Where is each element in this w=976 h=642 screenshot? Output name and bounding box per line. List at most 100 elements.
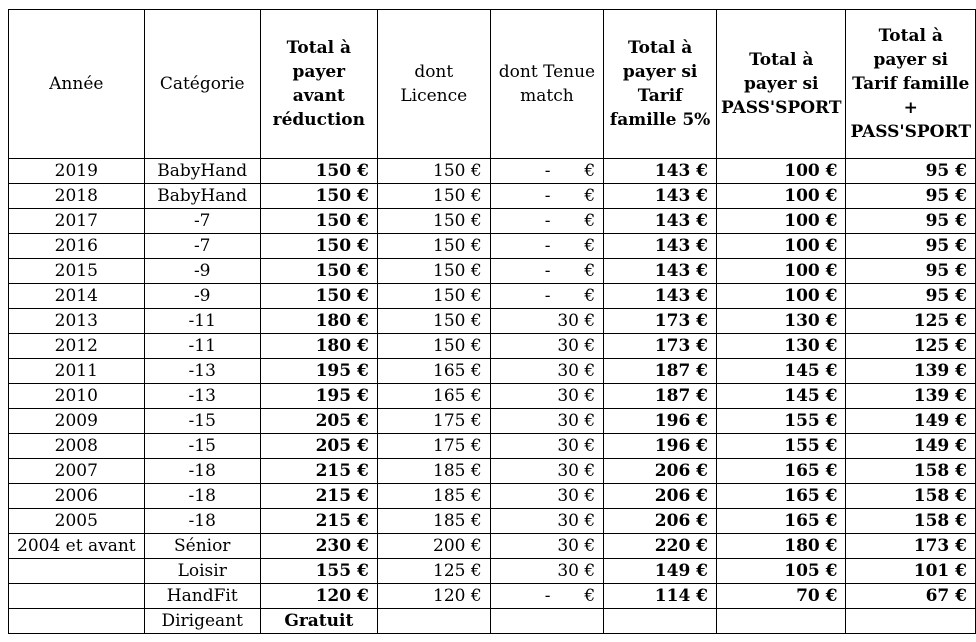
empty-dash: - [544, 236, 551, 256]
cell-dont-tenue-match: 30 € [489, 308, 605, 334]
cell-dont-licence: 185 € [376, 483, 491, 509]
cell-total-pass-sport: 130 € [716, 333, 847, 359]
header-dont-tenue-match: dont Tenue match [489, 9, 605, 159]
cell-dont-tenue-match: - € [489, 158, 605, 184]
table-row: 2013 -11 180 €150 €30 €173 €130 €125 € [8, 308, 976, 334]
cell-annee: 2008 [8, 433, 145, 459]
cell-categorie: -7 [143, 233, 261, 259]
cell-dont-licence: 175 € [376, 408, 491, 434]
cell-dont-licence: 150 € [376, 258, 491, 284]
cell-total-tarif-famille: 187 € [603, 358, 718, 384]
cell-dont-licence: 150 € [376, 158, 491, 184]
table-row: 2019 BabyHand 150 €150 € - €143 €100 €95 € [8, 158, 976, 184]
tarif-table: Année Catégorie Total à payer avant rédu… [8, 9, 976, 634]
cell-total-avant-reduction: 215 € [259, 483, 378, 509]
empty-dash: - [544, 586, 551, 606]
header-total-tarif-famille: Total à payer si Tarif famille 5% [603, 9, 718, 159]
table-row: 2015 -9 150 €150 € - €143 €100 €95 € [8, 258, 976, 284]
header-dont-licence: dont Licence [376, 9, 491, 159]
cell-categorie: Sénior [143, 533, 261, 559]
cell-annee: 2013 [8, 308, 145, 334]
cell-annee: 2010 [8, 383, 145, 409]
cell-total-pass-sport: 180 € [716, 533, 847, 559]
cell-dont-tenue-match: - € [489, 183, 605, 209]
cell-total-pass-sport [716, 608, 847, 634]
empty-dash: - [544, 161, 551, 181]
cell-annee [8, 583, 145, 609]
table-row: 2004 et avant Sénior 230 €200 €30 €220 €18… [8, 533, 976, 559]
header-total-famille-pass-sport: Total à payer si Tarif famille + PASS'SP… [845, 9, 976, 159]
cell-dont-licence [376, 608, 491, 634]
cell-dont-tenue-match [489, 608, 605, 634]
euro-sign: € [584, 161, 596, 181]
cell-annee [8, 608, 145, 634]
cell-total-tarif-famille: 149 € [603, 558, 718, 584]
empty-dash: - [544, 261, 551, 281]
header-row: Année Catégorie Total à payer avant rédu… [8, 9, 976, 159]
cell-total-pass-sport: 130 € [716, 308, 847, 334]
cell-dont-licence: 120 € [376, 583, 491, 609]
cell-total-pass-sport: 100 € [716, 208, 847, 234]
cell-total-avant-reduction: 150 € [259, 283, 378, 309]
cell-annee: 2009 [8, 408, 145, 434]
header-total-avant-reduction: Total à payer avant réduction [259, 9, 378, 159]
cell-categorie: -18 [143, 508, 261, 534]
cell-categorie: Dirigeant [143, 608, 261, 634]
cell-annee: 2012 [8, 333, 145, 359]
cell-dont-tenue-match: - € [489, 208, 605, 234]
cell-dont-tenue-match: 30 € [489, 458, 605, 484]
cell-categorie: BabyHand [143, 158, 261, 184]
cell-total-famille-pass-sport: 95 € [845, 183, 976, 209]
cell-total-famille-pass-sport: 149 € [845, 433, 976, 459]
cell-total-pass-sport: 155 € [716, 408, 847, 434]
cell-total-famille-pass-sport: 158 € [845, 483, 976, 509]
cell-categorie: -13 [143, 358, 261, 384]
cell-total-famille-pass-sport: 125 € [845, 333, 976, 359]
table-row: 2014 -9 150 €150 € - €143 €100 €95 € [8, 283, 976, 309]
cell-total-pass-sport: 165 € [716, 483, 847, 509]
euro-sign: € [584, 186, 596, 206]
cell-total-famille-pass-sport: 173 € [845, 533, 976, 559]
cell-total-tarif-famille: 206 € [603, 483, 718, 509]
cell-categorie: -15 [143, 408, 261, 434]
empty-dash: - [544, 186, 551, 206]
cell-total-tarif-famille [603, 608, 718, 634]
cell-total-tarif-famille: 143 € [603, 258, 718, 284]
cell-total-tarif-famille: 196 € [603, 433, 718, 459]
cell-total-tarif-famille: 173 € [603, 308, 718, 334]
cell-dont-licence: 125 € [376, 558, 491, 584]
cell-annee: 2016 [8, 233, 145, 259]
cell-dont-tenue-match: - € [489, 258, 605, 284]
cell-total-famille-pass-sport: 101 € [845, 558, 976, 584]
cell-annee: 2007 [8, 458, 145, 484]
cell-dont-tenue-match: 30 € [489, 483, 605, 509]
cell-dont-tenue-match: 30 € [489, 433, 605, 459]
table-row: 2018 BabyHand 150 €150 € - €143 €100 €95 € [8, 183, 976, 209]
cell-total-avant-reduction: 195 € [259, 383, 378, 409]
cell-total-pass-sport: 70 € [716, 583, 847, 609]
cell-total-famille-pass-sport: 95 € [845, 258, 976, 284]
cell-categorie: -18 [143, 483, 261, 509]
cell-total-famille-pass-sport: 95 € [845, 158, 976, 184]
table-row: Dirigeant Gratuit [8, 608, 976, 634]
cell-dont-licence: 150 € [376, 308, 491, 334]
cell-total-pass-sport: 100 € [716, 158, 847, 184]
table-row: 2005 -18 215 €185 €30 €206 €165 €158 € [8, 508, 976, 534]
cell-dont-tenue-match: 30 € [489, 558, 605, 584]
cell-dont-tenue-match: - € [489, 583, 605, 609]
cell-total-avant-reduction: 195 € [259, 358, 378, 384]
cell-annee: 2018 [8, 183, 145, 209]
cell-total-tarif-famille: 196 € [603, 408, 718, 434]
cell-annee: 2005 [8, 508, 145, 534]
cell-total-pass-sport: 155 € [716, 433, 847, 459]
cell-total-famille-pass-sport: 95 € [845, 283, 976, 309]
cell-total-tarif-famille: 143 € [603, 183, 718, 209]
cell-dont-licence: 175 € [376, 433, 491, 459]
cell-total-avant-reduction: 150 € [259, 233, 378, 259]
cell-total-famille-pass-sport: 139 € [845, 383, 976, 409]
cell-categorie: -13 [143, 383, 261, 409]
header-annee: Année [8, 9, 145, 159]
cell-total-tarif-famille: 187 € [603, 383, 718, 409]
table-row: 2010 -13 195 €165 €30 €187 €145 €139 € [8, 383, 976, 409]
cell-total-famille-pass-sport: 125 € [845, 308, 976, 334]
